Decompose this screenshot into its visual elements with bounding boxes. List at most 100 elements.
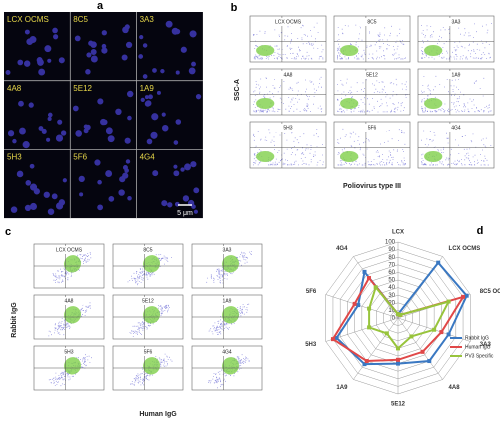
- plot-label: 5E12: [366, 72, 378, 78]
- panel-label: a: [97, 0, 104, 12]
- plot-label: 5F6: [368, 125, 377, 131]
- plot-label-bg: [213, 348, 241, 356]
- image-label: 1A9: [140, 84, 155, 93]
- series-marker: [432, 327, 437, 332]
- r-tick-label: 20: [388, 300, 395, 306]
- plot-label: 8C5: [367, 19, 376, 25]
- r-tick-label: 100: [385, 240, 396, 246]
- cell-nuclei: [5, 27, 65, 76]
- dense-population: [340, 97, 359, 110]
- plot-label: 4G4: [451, 125, 461, 131]
- category-label: LCX OCMS: [449, 246, 481, 252]
- category-label: 5H3: [305, 342, 317, 348]
- panel-label: c: [5, 226, 11, 238]
- dense-population: [221, 357, 240, 375]
- plot-label-bg: [55, 297, 83, 305]
- cell-nuclei: [72, 90, 134, 144]
- dense-population: [340, 150, 359, 163]
- spoke: [397, 317, 443, 380]
- plot-label-bg: [134, 246, 162, 254]
- r-tick-label: 80: [388, 255, 395, 261]
- image-label: 5F6: [73, 153, 87, 162]
- spoke: [325, 294, 399, 319]
- flow-events: [421, 23, 492, 60]
- dense-population: [142, 306, 161, 324]
- dense-population: [221, 306, 240, 324]
- r-tick-label: 60: [388, 270, 395, 276]
- plot-label: 4A8: [284, 72, 293, 78]
- plot-label-bg: [213, 246, 241, 254]
- panel-label: d: [477, 225, 484, 237]
- series-marker: [334, 335, 339, 340]
- series-marker: [396, 361, 400, 366]
- category-label: 8C5 OCMS: [480, 289, 500, 295]
- dense-population: [340, 44, 359, 57]
- plot-label: 1A9: [223, 298, 232, 304]
- image-label: 3A3: [140, 15, 155, 24]
- plot-label: 4G4: [222, 349, 232, 355]
- dense-population: [221, 255, 240, 273]
- plot-label: LCX OCMS: [275, 19, 302, 25]
- plot-label: 5E12: [142, 298, 154, 304]
- cell-nuclei: [74, 24, 133, 75]
- category-label: LCX: [392, 230, 404, 236]
- plot-label-bg: [442, 124, 470, 132]
- plot-label-bg: [134, 297, 162, 305]
- series-marker: [446, 332, 451, 337]
- dense-population: [424, 44, 443, 57]
- y-axis-label: SSC-A: [234, 79, 241, 101]
- dense-population: [63, 255, 82, 273]
- series-marker: [464, 293, 469, 298]
- dense-population: [63, 357, 82, 375]
- series-marker: [366, 276, 371, 281]
- series-line: [368, 285, 451, 350]
- plot-label-bg: [55, 348, 83, 356]
- plot-label-bg: [358, 124, 386, 132]
- plot-label-bg: [274, 71, 302, 79]
- dense-population: [63, 306, 82, 324]
- series-marker: [439, 330, 444, 335]
- plot-label: 1A9: [452, 72, 461, 78]
- x-axis-label: Poliovirus type III: [343, 183, 401, 190]
- plot-label: 4A8: [65, 298, 74, 304]
- series-marker: [398, 312, 403, 317]
- series-marker: [384, 331, 389, 336]
- r-tick-label: 30: [388, 293, 395, 299]
- r-tick-label: 10: [388, 308, 395, 314]
- r-tick-label: 90: [388, 247, 395, 253]
- dense-population: [142, 357, 161, 375]
- image-label: 4G4: [140, 153, 156, 162]
- legend-label: Rabbit IgG: [465, 335, 489, 341]
- series-marker: [420, 349, 425, 354]
- plot-label: 3A3: [223, 247, 232, 253]
- series-marker: [409, 334, 414, 339]
- plot-label-bg: [358, 18, 386, 26]
- panel-label: b: [231, 2, 238, 14]
- series-marker: [362, 269, 367, 274]
- cell-nuclei: [138, 20, 197, 79]
- legend-label: PV3 Specific: [465, 353, 494, 359]
- plot-label: 5F6: [144, 349, 153, 355]
- category-label: 5E12: [391, 402, 406, 408]
- dense-population: [424, 97, 443, 110]
- series-marker: [356, 303, 361, 308]
- category-label: 4G4: [336, 246, 348, 252]
- plot-label-bg: [134, 348, 162, 356]
- plot-label-bg: [442, 18, 470, 26]
- series-marker: [396, 346, 400, 351]
- category-label: 1A9: [336, 385, 348, 391]
- series-marker: [364, 359, 369, 364]
- plot-label: 5H3: [283, 125, 292, 131]
- category-label: 3A3: [480, 342, 492, 348]
- dense-population: [256, 150, 275, 163]
- x-axis-label: Human IgG: [139, 411, 177, 418]
- series-marker: [396, 357, 400, 362]
- dense-population: [256, 44, 275, 57]
- image-label: 5E12: [73, 84, 92, 93]
- image-label: 8C5: [73, 15, 88, 24]
- y-axis-label: Rabbit IgG: [11, 302, 18, 338]
- series-marker: [367, 325, 372, 330]
- image-label: 5H3: [7, 153, 22, 162]
- series-marker: [330, 337, 335, 342]
